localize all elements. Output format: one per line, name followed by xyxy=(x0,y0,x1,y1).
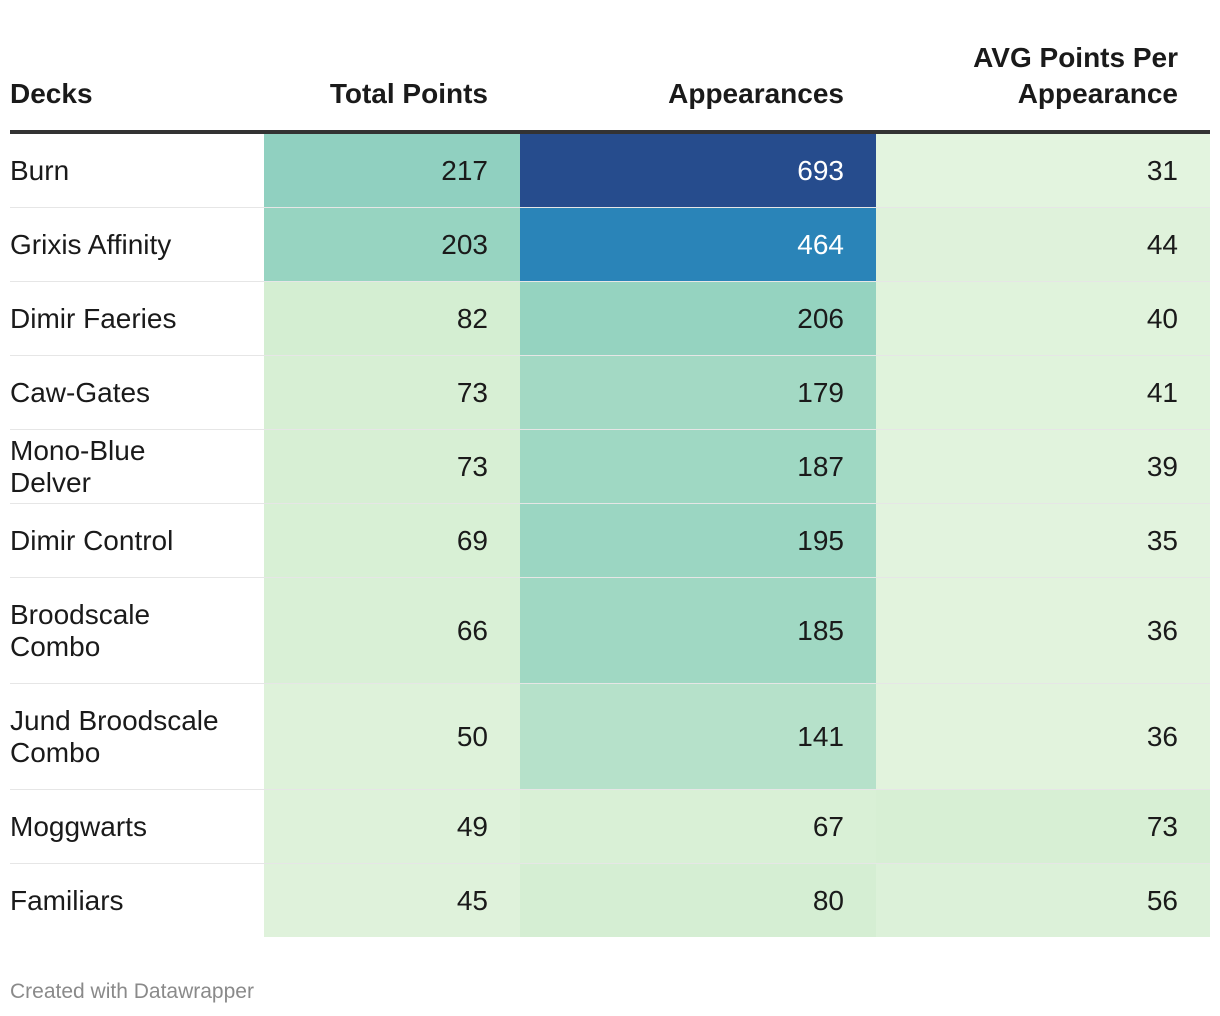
total-points-cell: 66 xyxy=(264,577,520,684)
table-row: Moggwarts 49 67 73 xyxy=(10,789,1210,864)
deck-name-cell: Dimir Control xyxy=(10,503,264,578)
deck-name-cell: Grixis Affinity xyxy=(10,207,264,282)
total-points-cell: 49 xyxy=(264,789,520,864)
deck-name-cell: Broodscale Combo xyxy=(10,577,264,684)
total-points-cell: 203 xyxy=(264,207,520,282)
avg-points-cell: 40 xyxy=(876,281,1210,356)
table-body: Burn 217 693 31 Grixis Affinity 203 464 … xyxy=(10,132,1210,937)
table-row: Jund Broodscale Combo 50 141 36 xyxy=(10,683,1210,790)
total-points-cell: 73 xyxy=(264,355,520,430)
deck-name-cell: Burn xyxy=(10,132,264,208)
avg-points-cell: 39 xyxy=(876,429,1210,504)
appearances-cell: 185 xyxy=(520,577,876,684)
table-row: Burn 217 693 31 xyxy=(10,132,1210,208)
avg-points-cell: 31 xyxy=(876,132,1210,208)
appearances-cell: 80 xyxy=(520,863,876,937)
avg-points-cell: 44 xyxy=(876,207,1210,282)
header-avg-points[interactable]: AVG Points Per Appearance xyxy=(876,40,1210,134)
avg-points-cell: 56 xyxy=(876,863,1210,937)
deck-stats-table: Decks Total Points Appearances AVG Point… xyxy=(10,40,1210,937)
header-avg-line2: Appearance xyxy=(1017,78,1178,109)
appearances-cell: 206 xyxy=(520,281,876,356)
table-row: Broodscale Combo 66 185 36 xyxy=(10,577,1210,684)
avg-points-cell: 73 xyxy=(876,789,1210,864)
data-table-container: Decks Total Points Appearances AVG Point… xyxy=(10,40,1210,937)
header-decks[interactable]: Decks xyxy=(10,40,264,134)
appearances-cell: 179 xyxy=(520,355,876,430)
header-row: Decks Total Points Appearances AVG Point… xyxy=(10,40,1210,134)
table-row: Mono-Blue Delver 73 187 39 xyxy=(10,429,1210,504)
total-points-cell: 45 xyxy=(264,863,520,937)
table-row: Dimir Faeries 82 206 40 xyxy=(10,281,1210,356)
avg-points-cell: 41 xyxy=(876,355,1210,430)
total-points-cell: 50 xyxy=(264,683,520,790)
deck-name-cell: Caw-Gates xyxy=(10,355,264,430)
appearances-cell: 67 xyxy=(520,789,876,864)
header-appearances[interactable]: Appearances xyxy=(520,40,876,134)
avg-points-cell: 35 xyxy=(876,503,1210,578)
appearances-cell: 195 xyxy=(520,503,876,578)
table-row: Dimir Control 69 195 35 xyxy=(10,503,1210,578)
avg-points-cell: 36 xyxy=(876,683,1210,790)
appearances-cell: 141 xyxy=(520,683,876,790)
deck-name-cell: Familiars xyxy=(10,863,264,937)
table-row: Grixis Affinity 203 464 44 xyxy=(10,207,1210,282)
deck-name-cell: Mono-Blue Delver xyxy=(10,429,264,504)
deck-name-cell: Moggwarts xyxy=(10,789,264,864)
appearances-cell: 187 xyxy=(520,429,876,504)
header-avg-line1: AVG Points Per xyxy=(973,42,1178,73)
deck-name-cell: Dimir Faeries xyxy=(10,281,264,356)
total-points-cell: 217 xyxy=(264,132,520,208)
table-row: Caw-Gates 73 179 41 xyxy=(10,355,1210,430)
avg-points-cell: 36 xyxy=(876,577,1210,684)
appearances-cell: 464 xyxy=(520,207,876,282)
total-points-cell: 69 xyxy=(264,503,520,578)
total-points-cell: 73 xyxy=(264,429,520,504)
footer-credit: Created with Datawrapper xyxy=(10,980,254,1003)
deck-name-cell: Jund Broodscale Combo xyxy=(10,683,264,790)
appearances-cell: 693 xyxy=(520,132,876,208)
header-total-points[interactable]: Total Points xyxy=(264,40,520,134)
total-points-cell: 82 xyxy=(264,281,520,356)
table-row: Familiars 45 80 56 xyxy=(10,863,1210,937)
